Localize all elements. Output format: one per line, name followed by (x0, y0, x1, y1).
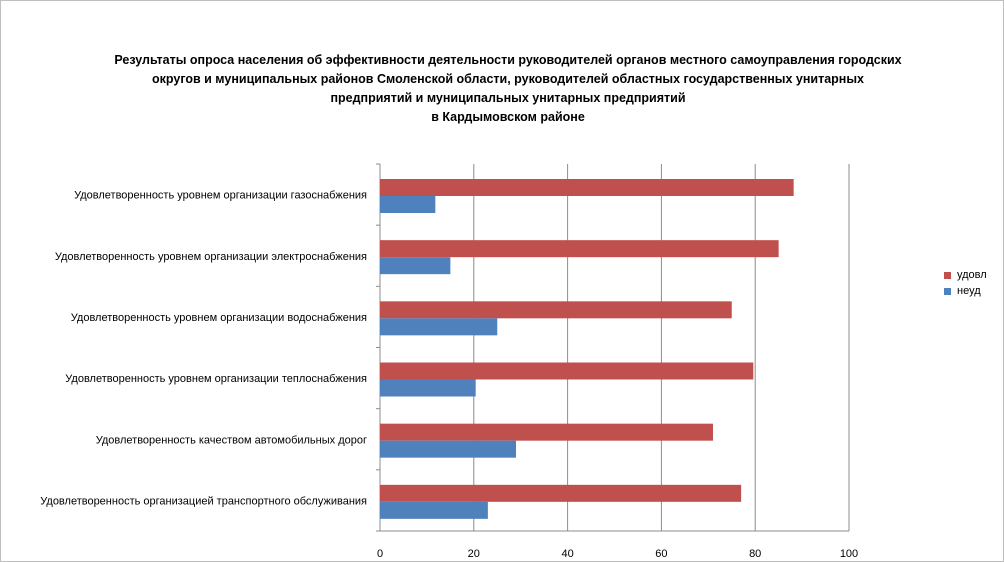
bar-udovl (380, 301, 732, 319)
category-label: Удовлетворенность уровнем организации те… (65, 373, 367, 385)
x-tick-label: 60 (655, 548, 667, 560)
category-label: Удовлетворенность качеством автомобильны… (96, 434, 367, 446)
bar-neud (380, 440, 517, 458)
x-tick-label: 80 (749, 548, 761, 560)
bar-udovl (380, 423, 713, 441)
bar-udovl (380, 179, 794, 196)
legend-item-neud: неуд (944, 283, 987, 299)
category-label: Удовлетворенность уровнем организации во… (71, 312, 367, 324)
bar-neud (380, 379, 476, 397)
bar-udovl (380, 240, 779, 258)
x-tick-label: 0 (377, 548, 383, 560)
bar-neud (380, 257, 451, 275)
bar-neud (380, 196, 436, 213)
title-line-2: округов и муниципальных районов Смоленск… (152, 72, 864, 86)
x-tick-label: 40 (561, 548, 573, 560)
legend-swatch-neud (944, 287, 951, 295)
bar-udovl (380, 484, 742, 502)
category-label: Удовлетворенность организацией транспорт… (40, 495, 367, 507)
x-tick-label: 20 (468, 548, 480, 560)
category-label: Удовлетворенность уровнем организации эл… (55, 251, 367, 263)
legend-swatch-udovl (944, 271, 951, 279)
x-tick-label: 100 (840, 548, 858, 560)
title-line-4: в Кардымовском районе (431, 110, 585, 124)
chart-title: Результаты опроса населения об эффективн… (61, 51, 955, 127)
bar-neud (380, 318, 498, 336)
legend: удовл неуд (944, 267, 987, 299)
legend-label-udovl: удовл (957, 269, 987, 281)
category-label: Удовлетворенность уровнем организации га… (74, 190, 367, 202)
title-line-3: предприятий и муниципальных унитарных пр… (330, 91, 686, 105)
bar-neud (380, 501, 488, 519)
legend-label-neud: неуд (957, 285, 981, 297)
legend-item-udovl: удовл (944, 267, 987, 283)
bar-udovl (380, 362, 754, 380)
title-line-1: Результаты опроса населения об эффективн… (114, 53, 902, 67)
